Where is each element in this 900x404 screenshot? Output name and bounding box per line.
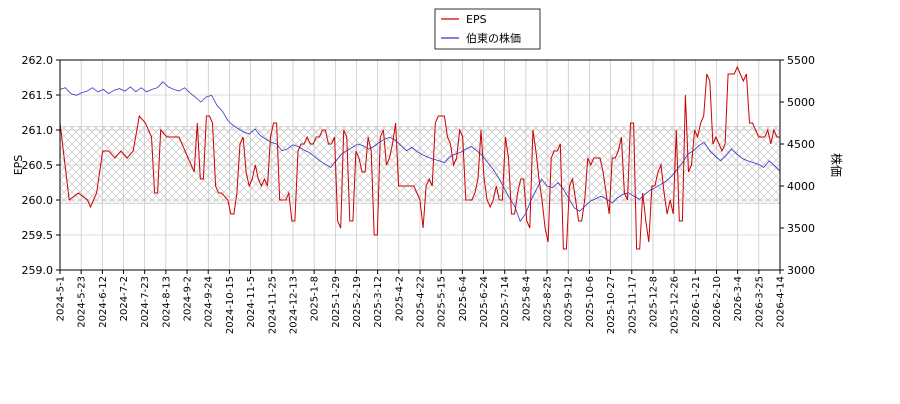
right-axis-label: 株価 [829, 153, 844, 177]
left-y-axis: 259.0 259.5 260.0 260.5 261.0 261.5 262.0 [22, 54, 60, 277]
x-tick-label: 2025-1-8 [310, 276, 321, 321]
legend: EPS 伯東の株価 [434, 8, 541, 50]
x-tick-label: 2025-1-29 [331, 276, 342, 328]
x-tick-label: 2025-8-25 [543, 276, 554, 328]
price-series-line [60, 81, 780, 223]
x-tick-label: 2025-3-12 [373, 276, 384, 328]
x-tick-label: 2026-2-10 [712, 276, 723, 328]
x-tick-label: 2026-4-14 [776, 276, 787, 328]
left-tick-label: 260.5 [22, 159, 54, 172]
x-tick-label: 2025-4-2 [394, 276, 405, 321]
x-tick-label: 2024-7-23 [140, 276, 151, 328]
right-tick-label: 4500 [787, 138, 815, 151]
left-tick-label: 261.0 [22, 124, 54, 137]
x-tick-label: 2024-5-1 [56, 276, 67, 321]
x-tick-label: 2024-8-13 [161, 276, 172, 328]
x-tick-label: 2025-7-14 [500, 276, 511, 328]
x-tick-label: 2026-1-21 [691, 276, 702, 328]
x-tick-label: 2025-2-19 [352, 276, 363, 328]
x-axis: 2024-5-1 2024-5-23 2024-6-12 2024-7-2 2024-7… [56, 270, 787, 334]
x-tick-label: 2024-9-24 [204, 276, 215, 328]
left-tick-label: 260.0 [22, 194, 54, 207]
x-tick-label: 2025-8-4 [521, 276, 532, 321]
x-tick-label: 2025-12-26 [670, 276, 681, 334]
x-tick-label: 2024-11-5 [246, 276, 257, 328]
right-tick-label: 4000 [787, 180, 815, 193]
legend-box [434, 8, 541, 50]
x-tick-label: 2026-3-25 [754, 276, 765, 328]
x-tick-label: 2025-11-17 [627, 276, 638, 334]
x-tick-label: 2025-6-4 [458, 276, 469, 321]
left-tick-label: 259.5 [22, 229, 54, 242]
series-lines [60, 65, 780, 250]
x-tick-label: 2026-3-4 [733, 276, 744, 321]
x-tick-label: 2025-5-15 [437, 276, 448, 328]
right-tick-label: 3500 [787, 222, 815, 235]
legend-price-label: 伯東の株価 [466, 31, 521, 45]
x-tick-label: 2024-5-23 [77, 276, 88, 328]
x-tick-label: 2025-4-22 [416, 276, 427, 328]
right-tick-label: 5500 [787, 54, 815, 67]
x-tick-label: 2025-6-24 [479, 276, 490, 328]
x-tick-label: 2024-11-25 [267, 276, 278, 334]
legend-eps-label: EPS [466, 13, 487, 26]
left-tick-label: 259.0 [22, 264, 54, 277]
x-tick-label: 2025-10-6 [585, 276, 596, 328]
x-tick-label: 2024-10-15 [225, 276, 236, 334]
x-tick-label: 2024-6-12 [98, 276, 109, 328]
left-tick-label: 261.5 [22, 89, 54, 102]
left-axis-label: EPS [12, 155, 25, 176]
x-tick-label: 2025-12-8 [648, 276, 659, 328]
eps-series-line [60, 65, 780, 250]
right-tick-label: 3000 [787, 264, 815, 277]
x-tick-label: 2025-10-27 [606, 276, 617, 334]
right-tick-label: 5000 [787, 96, 815, 109]
x-tick-label: 2024-9-2 [183, 276, 194, 321]
left-tick-label: 262.0 [22, 54, 54, 67]
x-tick-label: 2024-12-13 [288, 276, 299, 334]
x-tick-label: 2024-7-2 [119, 276, 130, 321]
right-y-axis: 3000 3500 4000 4500 5000 5500 [780, 54, 815, 277]
x-tick-label: 2025-9-12 [564, 276, 575, 328]
